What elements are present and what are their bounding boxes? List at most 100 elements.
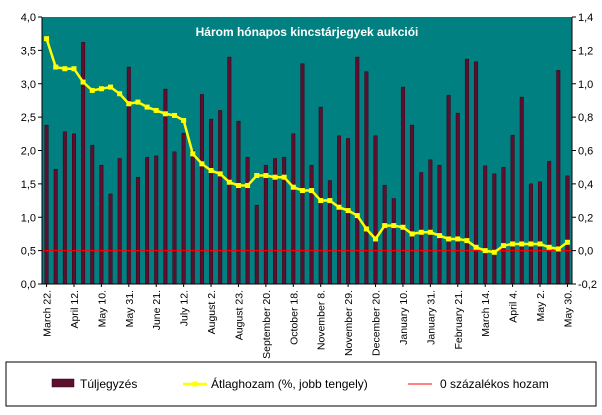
- bar: [172, 151, 177, 285]
- yield-point: [190, 151, 196, 157]
- bar: [510, 134, 515, 285]
- bar: [556, 70, 561, 285]
- x-tick-label: January 10.: [398, 290, 410, 345]
- yield-point: [263, 173, 269, 179]
- bar: [455, 112, 460, 285]
- x-tick-label: May 10.: [96, 290, 108, 327]
- x-tick-label: May 31.: [124, 290, 136, 327]
- left-tick-label: 2,5: [21, 112, 36, 124]
- yield-point: [126, 101, 132, 107]
- x-tick-label: May 2.: [535, 290, 547, 322]
- yield-point: [245, 183, 251, 189]
- line-series: [44, 36, 570, 255]
- legend-label-bars: Túljegyzés: [80, 377, 137, 391]
- bar: [209, 118, 214, 285]
- yield-point: [373, 236, 379, 242]
- yield-point: [327, 198, 333, 204]
- yield-point: [71, 66, 77, 72]
- bar: [199, 94, 204, 285]
- yield-point: [510, 241, 516, 247]
- bar: [126, 66, 131, 285]
- yield-point: [382, 223, 388, 229]
- x-tick-label: October 18.: [288, 290, 300, 345]
- yield-point: [44, 36, 50, 42]
- left-tick-label: 0,0: [21, 279, 36, 291]
- yield-point: [482, 248, 488, 254]
- left-tick-label: 4,0: [21, 12, 36, 24]
- left-tick-label: 2,0: [21, 146, 36, 158]
- bar: [53, 168, 58, 285]
- chart-title: Három hónapos kincstárjegyek aukciói: [196, 25, 419, 39]
- x-tick-label: June 21.: [151, 290, 163, 330]
- right-tick-label: 0,0: [578, 246, 593, 258]
- yield-point: [437, 233, 442, 239]
- yield-point: [108, 84, 114, 90]
- right-tick-label: 1,2: [578, 45, 593, 57]
- x-tick-label: March 22.: [42, 290, 54, 337]
- bar: [318, 106, 323, 285]
- bar: [309, 164, 314, 285]
- bar: [373, 135, 378, 285]
- yield-point: [272, 174, 278, 180]
- yield-point: [528, 241, 534, 247]
- bar: [419, 172, 424, 285]
- bar: [181, 132, 186, 285]
- bar: [145, 156, 150, 285]
- yield-point: [144, 104, 150, 110]
- yield-point: [281, 174, 287, 180]
- yield-point: [290, 184, 296, 190]
- bar: [364, 71, 369, 285]
- legend-box: [5, 361, 597, 407]
- yield-point: [427, 229, 433, 235]
- bar: [72, 133, 76, 285]
- bar: [108, 193, 113, 285]
- bar: [483, 165, 488, 285]
- bar: [538, 181, 543, 285]
- legend-label-ref: 0 százalékos hozam: [440, 377, 549, 391]
- left-tick-label: 0,5: [21, 246, 36, 258]
- yield-point: [309, 188, 315, 194]
- yield-point: [217, 171, 223, 177]
- x-tick-label: November 8.: [316, 290, 328, 350]
- bar: [44, 124, 49, 285]
- yield-point: [208, 168, 214, 174]
- x-tick-label: April 12.: [69, 290, 81, 329]
- yield-point: [354, 213, 360, 219]
- yield-point: [464, 238, 470, 244]
- yield-point: [89, 87, 95, 93]
- bar: [355, 56, 360, 285]
- yield-point: [235, 183, 241, 189]
- bar: [410, 124, 415, 285]
- yield-point: [318, 198, 324, 204]
- yield-point: [519, 241, 525, 247]
- legend-label-line: Átlaghozam (%, jobb tengely): [211, 376, 368, 391]
- yield-line: [45, 38, 569, 254]
- legend-marker-line: [192, 381, 198, 387]
- yield-point: [117, 91, 123, 97]
- yield-point: [391, 223, 397, 229]
- yield-point: [299, 188, 305, 194]
- yield-point: [491, 249, 497, 255]
- yield-point: [345, 208, 351, 214]
- bar: [254, 204, 259, 285]
- left-tick-label: 3,0: [21, 79, 36, 91]
- right-tick-label: 0,4: [578, 179, 593, 191]
- right-tick-label: 0,6: [578, 146, 593, 158]
- yield-point: [473, 244, 479, 250]
- yield-point: [537, 241, 543, 247]
- x-tick-label: November 29.: [343, 290, 355, 356]
- x-tick-label: April 4.: [508, 290, 520, 323]
- yield-point: [564, 239, 570, 245]
- yield-point: [336, 204, 342, 210]
- yield-point: [455, 236, 461, 242]
- bar: [428, 159, 433, 285]
- yield-point: [53, 64, 59, 70]
- bar: [99, 164, 104, 285]
- bar: [547, 160, 552, 285]
- x-tick-label: August 23.: [233, 290, 245, 340]
- bar: [400, 86, 405, 285]
- bar: [291, 133, 296, 285]
- bar: [492, 173, 497, 285]
- bar: [190, 150, 195, 285]
